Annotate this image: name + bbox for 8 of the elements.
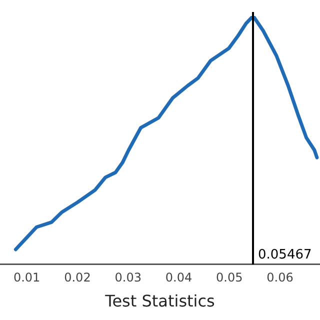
x-axis-title: Test Statistics xyxy=(104,292,215,311)
x-tick-label: 0.02 xyxy=(64,270,91,285)
x-tick-label: 0.03 xyxy=(114,270,142,285)
x-tick-label: 0.05 xyxy=(216,270,243,285)
x-tick-label: 0.04 xyxy=(165,270,192,285)
x-tick-label: 0.06 xyxy=(266,270,294,285)
ref-line-label: 0.05467 xyxy=(258,247,312,262)
x-tick-label: 0.01 xyxy=(13,270,40,285)
